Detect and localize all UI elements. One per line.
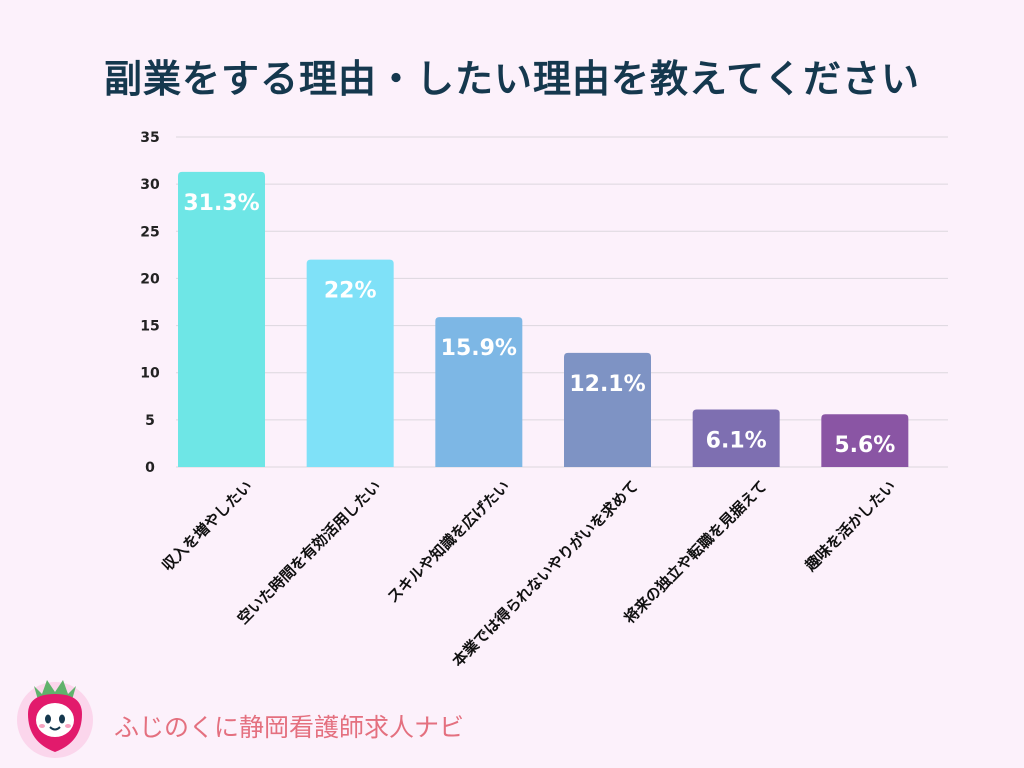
bar [178, 171, 265, 467]
bar [564, 352, 651, 467]
x-category-label: 将来の独立や転職を見据えて [620, 477, 770, 627]
bar-value-label: 5.6% [834, 433, 895, 458]
y-tick-label: 30 [140, 177, 160, 193]
y-tick-label: 20 [140, 271, 160, 287]
x-category-label: 趣味を活かしたい [801, 477, 899, 575]
bar [692, 409, 780, 467]
bar-value-label: 22% [324, 279, 377, 304]
bar-value-label: 31.3% [183, 191, 259, 216]
y-tick-label: 25 [140, 224, 159, 240]
y-tick-label: 35 [140, 130, 159, 146]
x-category-label: 収入を増やしたい [158, 477, 256, 575]
y-tick-label: 5 [145, 413, 155, 429]
chart-title: 副業をする理由・したい理由を教えてください [104, 57, 920, 101]
brand-name: ふじのくに静岡看護師求人ナビ [114, 713, 465, 742]
x-category-label: スキルや知識を広げたい [384, 477, 513, 606]
brand-footer: ふじのくに静岡看護師求人ナビ [10, 668, 464, 758]
bar-value-label: 12.1% [569, 372, 645, 397]
bar [435, 317, 523, 467]
strawberry-mascot-icon [17, 680, 93, 758]
bar-value-label: 6.1% [706, 428, 767, 453]
x-category-label: 空いた時間を有効活用したい [234, 477, 385, 628]
bar [306, 259, 394, 467]
y-tick-label: 0 [145, 460, 155, 476]
y-tick-label: 15 [140, 319, 159, 335]
bar [821, 414, 909, 467]
y-tick-label: 10 [140, 366, 160, 382]
bar-value-label: 15.9% [441, 336, 517, 361]
